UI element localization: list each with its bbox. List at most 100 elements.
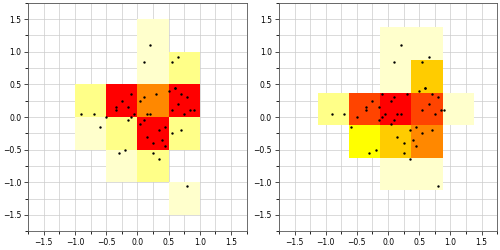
Bar bbox=[380, 92, 412, 125]
Bar bbox=[168, 84, 200, 117]
Point bbox=[142, 134, 150, 138]
Bar bbox=[138, 117, 168, 150]
Point bbox=[124, 105, 132, 109]
Point bbox=[171, 86, 179, 90]
Bar bbox=[349, 92, 380, 125]
Point bbox=[127, 115, 135, 119]
Bar bbox=[75, 84, 106, 117]
Point bbox=[77, 112, 85, 116]
Bar bbox=[412, 158, 442, 190]
Point bbox=[422, 86, 430, 90]
Point bbox=[136, 122, 144, 126]
Point bbox=[403, 92, 411, 96]
Point bbox=[387, 99, 395, 103]
Point bbox=[416, 89, 424, 93]
Bar bbox=[412, 92, 442, 125]
Bar bbox=[380, 27, 412, 60]
Point bbox=[186, 108, 194, 112]
Point bbox=[418, 60, 426, 64]
Point bbox=[112, 108, 120, 112]
Point bbox=[127, 92, 135, 96]
Bar bbox=[75, 117, 106, 150]
Point bbox=[146, 43, 154, 47]
Point bbox=[390, 60, 398, 64]
Point bbox=[184, 184, 192, 188]
Bar bbox=[412, 27, 442, 60]
Point bbox=[171, 86, 179, 90]
Bar bbox=[168, 52, 200, 84]
Point bbox=[372, 148, 380, 152]
Point bbox=[409, 138, 417, 142]
Bar bbox=[106, 84, 138, 117]
Point bbox=[424, 55, 432, 59]
Point bbox=[184, 96, 192, 100]
Point bbox=[180, 112, 188, 116]
Bar bbox=[106, 150, 138, 182]
Point bbox=[422, 86, 430, 90]
Point bbox=[362, 105, 370, 109]
Point bbox=[390, 96, 398, 100]
Point bbox=[424, 102, 432, 106]
Bar bbox=[106, 117, 138, 150]
Point bbox=[340, 112, 348, 116]
Point bbox=[168, 131, 175, 135]
Point bbox=[396, 43, 404, 47]
Point bbox=[149, 141, 157, 145]
Point bbox=[112, 105, 120, 109]
Bar bbox=[168, 182, 200, 215]
Point bbox=[155, 158, 163, 162]
Point bbox=[374, 105, 382, 109]
Bar bbox=[138, 84, 168, 117]
Point bbox=[378, 92, 386, 96]
Point bbox=[412, 144, 420, 148]
Point bbox=[174, 55, 182, 59]
Point bbox=[190, 108, 198, 112]
Point bbox=[140, 118, 147, 122]
Point bbox=[434, 96, 442, 100]
Bar bbox=[138, 150, 168, 182]
Point bbox=[406, 158, 414, 162]
Point bbox=[140, 60, 147, 64]
Bar bbox=[412, 60, 442, 92]
Point bbox=[114, 151, 122, 155]
Point bbox=[149, 151, 157, 155]
Point bbox=[140, 96, 147, 100]
Point bbox=[378, 115, 386, 119]
Point bbox=[96, 125, 104, 129]
Point bbox=[353, 115, 361, 119]
Point bbox=[394, 134, 402, 138]
Point bbox=[396, 112, 404, 116]
Point bbox=[174, 102, 182, 106]
Bar bbox=[318, 92, 349, 125]
Point bbox=[121, 148, 129, 152]
Point bbox=[440, 108, 448, 112]
Point bbox=[168, 60, 175, 64]
Bar bbox=[380, 60, 412, 92]
Point bbox=[152, 92, 160, 96]
Point bbox=[428, 128, 436, 132]
Point bbox=[90, 112, 98, 116]
Point bbox=[102, 115, 110, 119]
Point bbox=[400, 141, 407, 145]
Bar bbox=[412, 125, 442, 158]
Point bbox=[366, 151, 374, 155]
Point bbox=[418, 108, 426, 112]
Bar bbox=[380, 158, 412, 190]
Point bbox=[328, 112, 336, 116]
Point bbox=[177, 128, 185, 132]
Point bbox=[177, 92, 185, 96]
Point bbox=[124, 118, 132, 122]
Bar bbox=[380, 125, 412, 158]
Point bbox=[428, 92, 436, 96]
Point bbox=[162, 144, 170, 148]
Point bbox=[431, 112, 439, 116]
Point bbox=[387, 122, 395, 126]
Bar bbox=[138, 52, 168, 84]
Point bbox=[374, 118, 382, 122]
Point bbox=[118, 99, 126, 103]
Point bbox=[164, 89, 172, 93]
Bar bbox=[442, 92, 474, 125]
Point bbox=[130, 112, 138, 116]
Bar bbox=[168, 117, 200, 150]
Point bbox=[406, 128, 414, 132]
